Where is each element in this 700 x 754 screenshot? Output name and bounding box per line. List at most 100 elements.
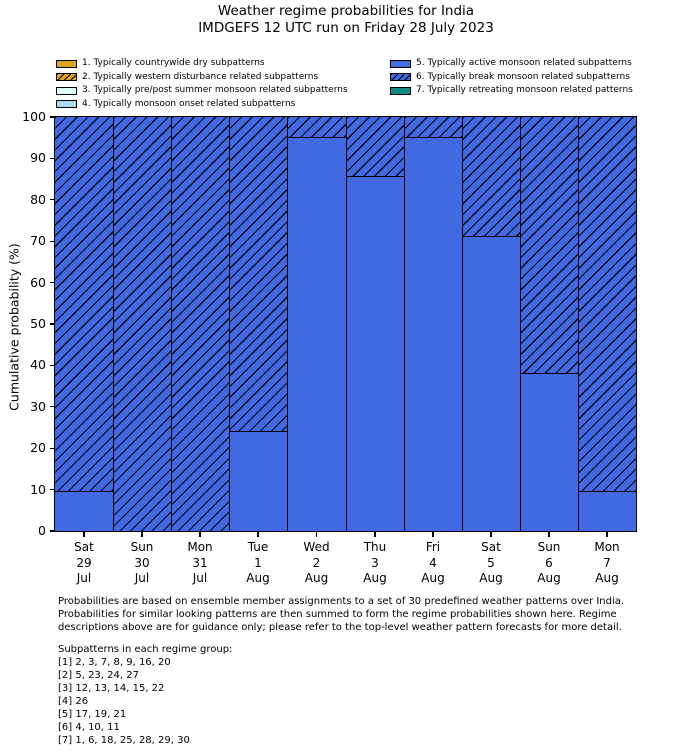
x-tick-month: Aug — [595, 571, 619, 585]
subpattern-line: [7] 1, 6, 18, 25, 28, 29, 30 — [58, 735, 190, 746]
x-tick-label: Mon 7 Aug — [578, 540, 636, 587]
y-tick-mark — [49, 406, 55, 408]
legend-label: 4. Typically monsoon onset related subpa… — [82, 98, 296, 109]
y-tick-label: 30 — [30, 398, 46, 414]
x-tick-date: 30 — [134, 555, 150, 570]
y-tick-label: 80 — [30, 191, 46, 207]
subpattern-line: [4] 26 — [58, 696, 89, 707]
footnote-line: Probabilities are based on ensemble memb… — [58, 596, 625, 607]
bar-segment-break — [346, 116, 404, 177]
legend-label: 2. Typically western disturbance related… — [82, 71, 319, 82]
x-tick-mark — [490, 532, 492, 537]
x-tick-day: Thu — [363, 540, 387, 554]
y-tick-mark — [49, 199, 55, 201]
bar — [345, 116, 404, 531]
legend-swatch-2 — [56, 73, 77, 82]
y-tick-mark — [49, 281, 55, 284]
x-tick-day: Sun — [130, 540, 154, 554]
y-tick-label: 20 — [30, 440, 46, 456]
legend-label: 6. Typically break monsoon related subpa… — [416, 71, 630, 82]
x-tick-label: Sun 6 Aug — [520, 540, 578, 587]
bar-segment-break — [520, 116, 578, 374]
y-tick-label: 50 — [30, 316, 46, 331]
bar — [461, 116, 520, 531]
x-tick-day: Tue — [247, 540, 269, 554]
x-tick-mark — [141, 532, 143, 537]
x-tick-mark — [432, 532, 434, 537]
subpattern-line: [1] 2, 3, 7, 8, 9, 16, 20 — [58, 657, 171, 668]
y-tick-label: 40 — [30, 357, 46, 373]
bar — [170, 116, 229, 531]
x-tick-month: Aug — [363, 571, 387, 585]
bar-segment-active — [462, 236, 520, 531]
x-tick-mark — [548, 532, 550, 537]
x-tick-mark — [83, 532, 85, 537]
legend-item: 5. Typically active monsoon related subp… — [390, 57, 632, 70]
legend-item: 6. Typically break monsoon related subpa… — [390, 71, 630, 84]
bar-segment-active — [287, 137, 346, 531]
bar-segment-break — [404, 116, 462, 138]
y-tick-mark — [49, 157, 55, 160]
x-tick-label: Sat 29 Jul — [55, 540, 113, 587]
legend-label: 1. Typically countrywide dry subpatterns — [82, 58, 265, 68]
x-tick-label: Tue 1 Aug — [229, 540, 287, 587]
x-tick-date: 7 — [603, 555, 611, 570]
bar — [54, 116, 113, 531]
legend-swatch-4 — [56, 100, 77, 109]
bar — [228, 116, 287, 531]
subpatterns-block: Subpatterns in each regime group: [1] 2,… — [58, 643, 458, 747]
bar-segment-break — [54, 116, 113, 492]
plot-area — [53, 115, 637, 532]
x-tick-label: Thu 3 Aug — [346, 540, 404, 587]
x-tick-date: 31 — [192, 555, 208, 570]
legend-item: 4. Typically monsoon onset related subpa… — [56, 98, 295, 111]
bar-segment-break — [462, 116, 520, 237]
chart-title: Weather regime probabilities for India — [217, 3, 475, 19]
footnote: Probabilities are based on ensemble memb… — [58, 595, 658, 635]
bar-segment-active — [229, 431, 287, 531]
x-tick-day: Mon — [187, 540, 213, 554]
y-tick-mark — [49, 488, 55, 491]
x-tick-month: Aug — [246, 571, 270, 585]
x-tick-date: 6 — [545, 555, 553, 570]
x-tick-day: Wed — [303, 540, 330, 554]
y-tick-mark — [49, 364, 55, 367]
bar-segment-active — [346, 176, 404, 531]
y-tick-label: 70 — [30, 233, 46, 249]
x-tick-day: Sun — [537, 540, 561, 554]
y-tick-mark — [49, 323, 55, 325]
legend-swatch-6 — [390, 73, 411, 82]
legend-item: 7. Typically retreating monsoon related … — [390, 84, 633, 97]
x-tick-month: Jul — [134, 571, 150, 585]
legend-label: 7. Typically retreating monsoon related … — [416, 85, 633, 96]
bar — [577, 116, 636, 531]
legend-swatch-3 — [56, 86, 77, 95]
bar-segment-break — [113, 116, 171, 531]
x-tick-date: 2 — [312, 555, 321, 570]
legend-swatch-1 — [56, 59, 77, 68]
x-tick-day: Fri — [425, 540, 441, 554]
footnote-line: Probabilities for similar looking patter… — [58, 609, 617, 621]
y-tick-label: 90 — [30, 150, 46, 166]
bar — [519, 116, 578, 531]
x-tick-month: Aug — [421, 571, 445, 585]
legend-label: 5. Typically active monsoon related subp… — [416, 58, 632, 68]
x-tick-label: Fri 4 Aug — [404, 540, 462, 587]
x-tick-day: Sat — [74, 540, 94, 554]
x-tick-day: Mon — [594, 540, 620, 554]
x-tick-date: 3 — [371, 555, 379, 570]
legend-swatch-7 — [390, 86, 411, 95]
bar-segment-active — [578, 491, 636, 531]
y-tick-label: 10 — [30, 481, 46, 497]
y-tick-label: 60 — [30, 274, 46, 290]
chart-title-block: Weather regime probabilities for India I… — [0, 3, 692, 36]
y-tick-mark — [49, 447, 55, 449]
x-tick-date: 1 — [254, 555, 262, 570]
x-tick-month: Jul — [76, 571, 92, 585]
x-tick-label: Mon 31 Jul — [171, 540, 229, 587]
bar — [286, 116, 346, 531]
legend-item: 3. Typically pre/post summer monsoon rel… — [56, 84, 348, 97]
x-tick-mark — [199, 532, 201, 537]
subpattern-line: [6] 4, 10, 11 — [58, 722, 120, 733]
